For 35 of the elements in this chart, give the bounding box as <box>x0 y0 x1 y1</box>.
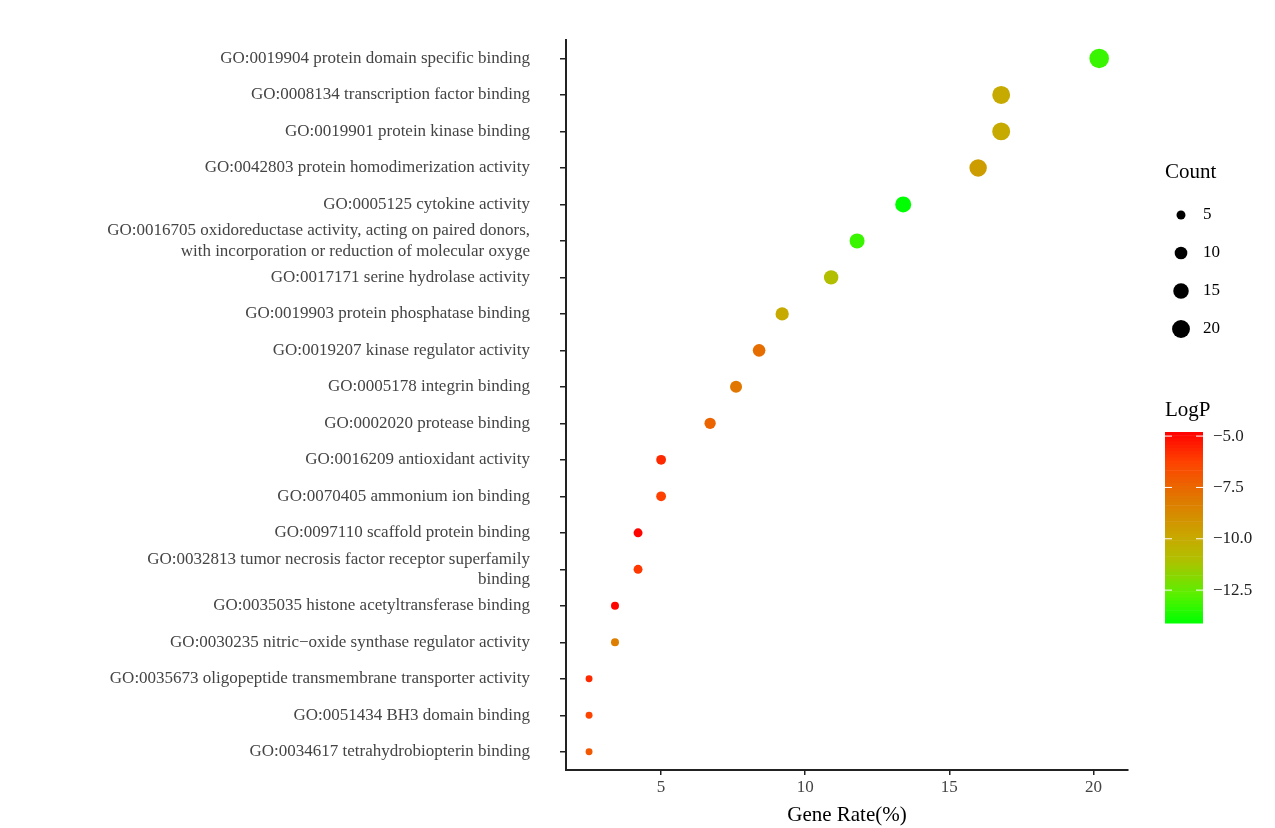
y-tick-label: GO:0002020 protease binding <box>324 412 531 432</box>
color-bar-label: −7.5 <box>1213 476 1244 496</box>
x-tick-label: 20 <box>1084 776 1102 796</box>
y-tick-label: GO:0005125 cytokine activity <box>323 193 531 213</box>
x-tick-label: 10 <box>796 776 814 796</box>
x-axis-title: Gene Rate(%) <box>787 801 907 826</box>
y-tick-label: GO:0034617 tetrahydrobiopterin binding <box>249 741 531 761</box>
x-tick-label: 15 <box>940 776 958 796</box>
y-tick-label: GO:0005178 integrin binding <box>327 376 531 396</box>
y-tick-label: GO:0042803 protein homodimerization activity <box>204 157 531 177</box>
y-tick-label: GO:0017171 serine hydrolase activity <box>270 266 531 286</box>
y-tick-label: GO:0051434 BH3 domain binding <box>293 704 531 724</box>
y-tick-label: GO:0035035 histone acetyltransferase binding <box>213 595 531 615</box>
color-bar-label: −5.0 <box>1213 425 1244 445</box>
y-tick-label: GO:0019207 kinase regulator activity <box>272 339 531 359</box>
y-tick-label: GO:0030235 nitric−oxide synthase regulator activity <box>170 631 531 651</box>
y-tick-label: GO:0097110 scaffold protein binding <box>274 522 531 542</box>
legend-label: 15 <box>1203 280 1220 300</box>
legend-label: 5 <box>1203 204 1212 224</box>
y-tick-label: GO:0019904 protein domain specific binding <box>220 47 531 67</box>
y-tick-label: GO:0008134 transcription factor binding <box>250 84 531 104</box>
y-tick-label: GO:0032813 tumor necrosis factor receptor superfamily binding <box>147 548 531 588</box>
color-bar-label: −12.5 <box>1213 579 1253 599</box>
x-tick-label: 5 <box>656 776 666 796</box>
color-bar-label: −10.0 <box>1213 528 1253 548</box>
y-tick-label: GO:0016705 oxidoreductase activity, acting on paired donors, with incorporation or reduction of molecular oxyge <box>107 220 530 260</box>
y-tick-label: GO:0035673 oligopeptide transmembrane transporter activity <box>109 668 531 688</box>
y-tick-label: GO:0019903 protein phosphatase binding <box>245 303 531 323</box>
y-tick-label: GO:0019901 protein kinase binding <box>284 120 531 140</box>
legend-label: 10 <box>1203 242 1220 262</box>
legend-label: 20 <box>1203 318 1220 338</box>
legend-title: Count <box>1165 158 1217 183</box>
y-tick-label: GO:0070405 ammonium ion binding <box>277 485 531 505</box>
y-tick-label: GO:0016209 antioxidant activity <box>305 449 531 469</box>
color-bar-title: LogP <box>1165 396 1211 421</box>
